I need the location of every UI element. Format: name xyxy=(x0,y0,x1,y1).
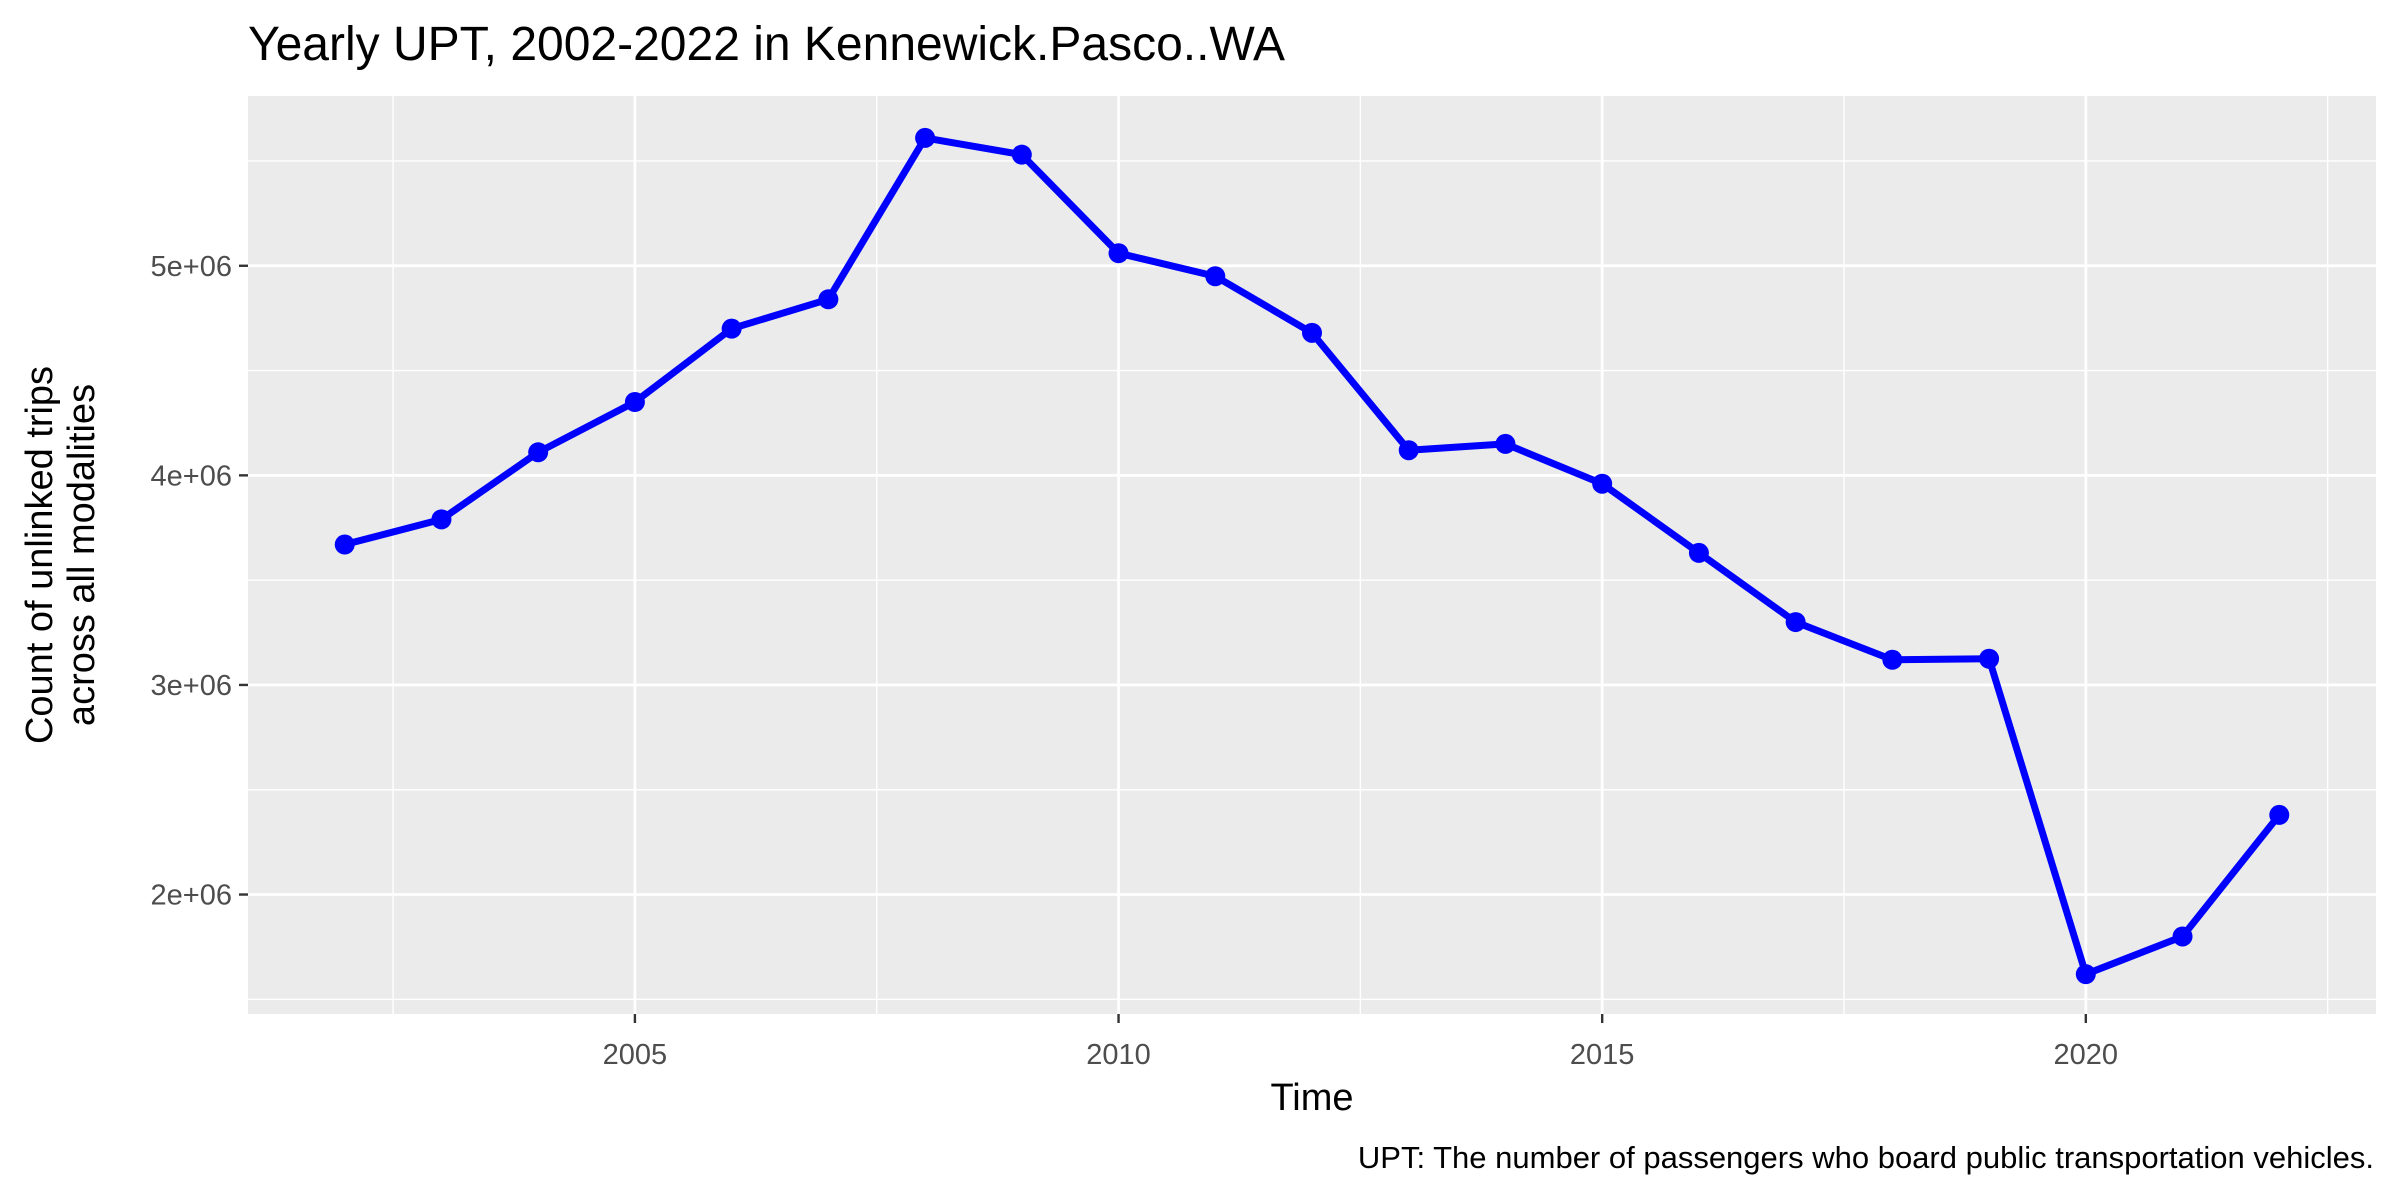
data-point xyxy=(1882,649,1903,670)
data-point xyxy=(528,442,549,463)
data-point xyxy=(1688,542,1709,563)
data-point xyxy=(2172,926,2193,947)
data-point xyxy=(1108,243,1129,264)
chart-title: Yearly UPT, 2002-2022 in Kennewick.Pasco… xyxy=(248,18,1285,71)
data-point xyxy=(624,392,645,412)
data-point xyxy=(915,127,936,148)
major-gridlines xyxy=(248,96,2376,1014)
plot-panel xyxy=(248,96,2376,1014)
minor-gridlines xyxy=(248,96,2376,1014)
y-tick-label: 5e+06 xyxy=(151,251,232,283)
data-point xyxy=(1785,612,1806,633)
data-point xyxy=(1979,648,2000,669)
x-tick-label: 2015 xyxy=(1570,1039,1635,1071)
y-axis-ticks: 2e+06 3e+06 4e+06 5e+06 xyxy=(151,251,248,912)
x-axis-title: Time xyxy=(1270,1077,1353,1119)
data-point xyxy=(1592,473,1613,494)
data-point xyxy=(1398,440,1419,461)
y-tick-label: 3e+06 xyxy=(151,670,232,702)
data-point xyxy=(721,318,742,339)
data-points xyxy=(334,127,2290,985)
data-point xyxy=(2269,804,2290,825)
data-point xyxy=(2075,964,2096,985)
y-tick-label: 4e+06 xyxy=(151,460,232,492)
chart-caption: UPT: The number of passengers who board … xyxy=(1358,1140,2374,1175)
x-tick-label: 2020 xyxy=(2054,1039,2119,1071)
data-point xyxy=(431,509,452,530)
data-point xyxy=(818,289,839,310)
y-axis-title: Count of unlinked trips across all modal… xyxy=(19,366,103,744)
data-point xyxy=(1495,433,1516,454)
data-point xyxy=(1205,266,1226,287)
y-tick-label: 2e+06 xyxy=(151,880,232,912)
data-point xyxy=(1302,322,1322,343)
data-point xyxy=(1011,144,1032,165)
y-axis-title-line-2: across all modalities xyxy=(61,384,103,726)
x-axis-ticks: 2005 2010 2015 2020 xyxy=(603,1014,2118,1071)
data-point xyxy=(334,534,355,555)
x-tick-label: 2005 xyxy=(603,1039,668,1071)
x-tick-label: 2010 xyxy=(1086,1039,1151,1071)
y-axis-title-line-1: Count of unlinked trips xyxy=(19,366,61,744)
